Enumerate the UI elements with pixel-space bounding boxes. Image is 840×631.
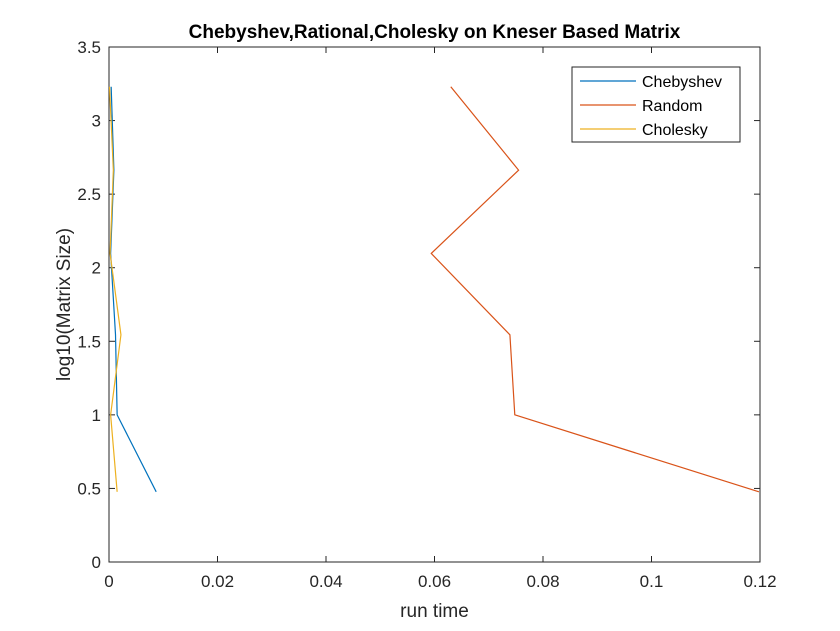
series-lines — [108, 86, 760, 493]
series-line-chebyshev — [110, 86, 157, 493]
y-tick-label: 3 — [92, 112, 101, 131]
legend-label-random: Random — [642, 98, 702, 115]
legend: Chebyshev Random Cholesky — [571, 66, 741, 143]
x-tick-label: 0.06 — [418, 572, 451, 591]
x-tick-label: 0.08 — [526, 572, 559, 591]
legend-label-cholesky: Cholesky — [642, 122, 708, 139]
x-axis-ticks: 0 0.02 0.04 0.06 0.08 0.1 0.12 — [104, 47, 777, 591]
y-tick-label: 2.5 — [77, 185, 101, 204]
y-tick-label: 3.5 — [77, 38, 101, 57]
x-tick-label: 0.02 — [201, 572, 234, 591]
x-tick-label: 0.12 — [743, 572, 776, 591]
y-tick-label: 0 — [92, 553, 101, 572]
x-axis-label: run time — [400, 601, 469, 622]
x-tick-label: 0.04 — [309, 572, 342, 591]
y-tick-label: 0.5 — [77, 479, 101, 498]
y-tick-label: 2 — [92, 259, 101, 278]
x-tick-label: 0 — [104, 572, 113, 591]
chart-title: Chebyshev,Rational,Cholesky on Kneser Ba… — [189, 22, 681, 43]
x-tick-label: 0.1 — [640, 572, 664, 591]
y-tick-label: 1.5 — [77, 332, 101, 351]
y-axis-label: log10(Matrix Size) — [54, 228, 75, 381]
y-tick-label: 1 — [92, 406, 101, 425]
series-line-cholesky — [108, 86, 122, 492]
series-line-random — [430, 86, 760, 493]
y-axis-ticks: 0 0.5 1 1.5 2 2.5 3 3.5 — [77, 38, 760, 572]
legend-label-chebyshev: Chebyshev — [642, 74, 722, 91]
